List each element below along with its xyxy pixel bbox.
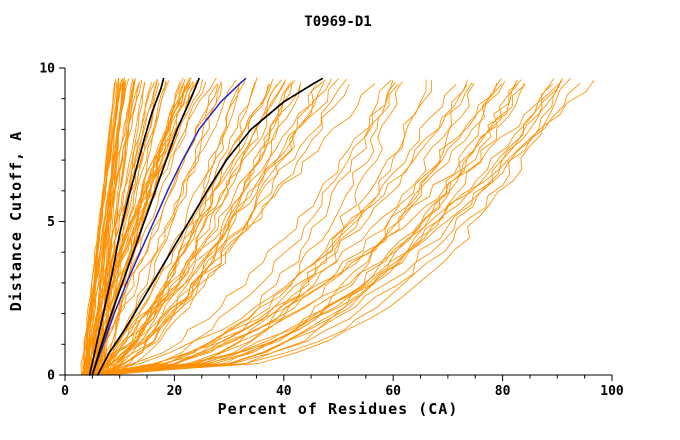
model-curve — [84, 81, 286, 376]
x-tick-label: 40 — [276, 384, 292, 399]
model-curve — [83, 82, 498, 376]
model-curve — [101, 77, 563, 376]
model-curve — [86, 79, 326, 376]
highlight-black-2 — [91, 77, 200, 376]
model-curve — [89, 84, 468, 376]
y-tick-label: 0 — [47, 369, 55, 384]
highlight-blue — [91, 77, 247, 376]
x-tick-label: 20 — [167, 384, 183, 399]
model-curve — [88, 84, 561, 376]
model-curve — [82, 82, 120, 376]
model-curve — [87, 81, 118, 376]
chart-title: T0969-D1 — [304, 14, 372, 30]
model-curve — [85, 77, 126, 376]
x-tick-label: 0 — [61, 384, 69, 399]
model-curve — [83, 82, 473, 376]
x-tick-label: 80 — [495, 384, 511, 399]
model-curve — [105, 78, 502, 376]
highlight-black-3 — [96, 77, 323, 376]
model-curve — [94, 79, 287, 376]
x-tick-label: 60 — [385, 384, 401, 399]
model-curve — [103, 81, 207, 376]
model-curve — [94, 78, 555, 376]
model-curve — [102, 83, 400, 376]
model-curve — [100, 77, 258, 376]
model-curve — [95, 83, 553, 376]
x-axis-label: Percent of Residues (CA) — [217, 400, 459, 418]
model-curve — [106, 81, 506, 376]
model-curve — [107, 79, 518, 376]
model-curve — [106, 84, 317, 376]
model-curve — [105, 81, 181, 376]
model-curve — [103, 84, 301, 376]
model-curve — [82, 81, 302, 376]
model-curve — [88, 80, 563, 376]
model-curve — [108, 81, 293, 376]
model-curve — [89, 83, 475, 376]
model-curve — [86, 84, 526, 376]
model-curve — [108, 83, 503, 376]
model-curve — [84, 79, 123, 376]
model-curve — [101, 81, 222, 376]
model-curve — [87, 79, 204, 376]
model-curve — [101, 79, 392, 376]
model-curve — [106, 80, 432, 376]
model-curve — [85, 77, 571, 376]
y-tick-label: 10 — [39, 62, 55, 77]
y-tick-label: 5 — [47, 215, 55, 230]
model-curve — [89, 78, 134, 376]
highlight-black-1 — [88, 77, 165, 376]
model-curve — [107, 80, 166, 376]
model-curve — [100, 83, 271, 376]
model-curve — [92, 83, 525, 376]
model-curve — [95, 82, 396, 376]
model-curve — [98, 83, 457, 376]
model-curve — [96, 81, 191, 376]
model-curve — [85, 79, 136, 376]
x-tick-label: 100 — [600, 384, 624, 399]
model-curve — [106, 79, 562, 376]
model-curve — [94, 78, 347, 376]
y-axis-label: Distance Cutoff, A — [7, 130, 25, 312]
model-curve — [99, 80, 394, 376]
model-curve — [89, 83, 219, 376]
